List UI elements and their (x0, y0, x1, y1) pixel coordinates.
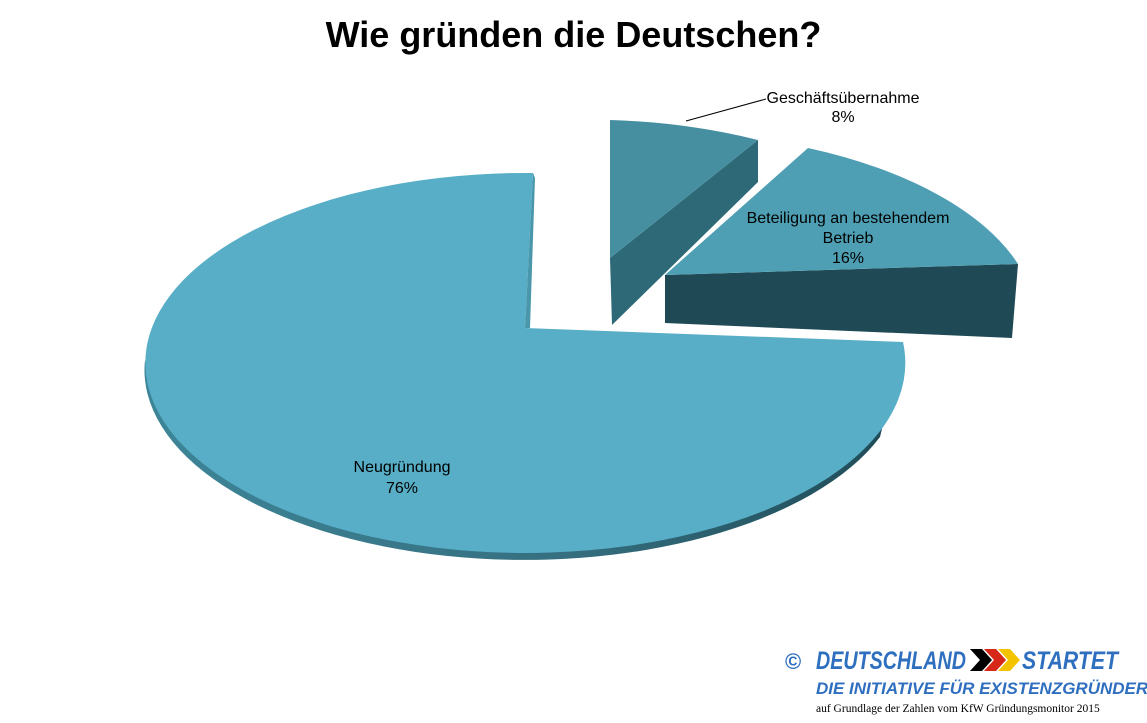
chart-title: Wie gründen die Deutschen? (325, 14, 822, 55)
brand-block: © DEUTSCHLAND STARTET DIE INITIATIVE FÜR… (780, 643, 1147, 723)
label-beteiligung-line-1: Beteiligung an bestehendem (747, 210, 950, 227)
label-geschaeftsuebernahme: Geschäftsübernahme (767, 90, 920, 107)
flag-chevrons-icon (970, 649, 1020, 671)
label-beteiligung-value: 16% (832, 250, 864, 267)
source-note: auf Grundlage der Zahlen vom KfW Gründun… (816, 703, 1100, 715)
slice-neugruendung-top (145, 172, 906, 553)
leader-line-geschaeftsuebernahme (685, 98, 767, 122)
slice-beteiligung-front (665, 264, 1018, 338)
slice-beteiligung (665, 148, 1018, 338)
label-beteiligung-line-2: Betrieb (823, 230, 874, 247)
label-geschaeftsuebernahme-value: 8% (831, 109, 854, 126)
deutschland-startet-logo: DEUTSCHLAND STARTET (816, 647, 1120, 675)
copyright-mark: © (785, 649, 802, 674)
slice-neugruendung (144, 172, 906, 560)
slice-neugruendung-cut (525, 173, 535, 328)
label-neugruendung-value: 76% (386, 480, 418, 497)
slice-geschaeftsuebernahme-top (610, 120, 758, 258)
brand-tagline: DIE INITIATIVE FÜR EXISTENZGRÜNDER. (816, 679, 1147, 698)
slice-geschaeftsuebernahme-side (610, 140, 758, 325)
label-neugruendung: Neugründung (354, 459, 451, 476)
logo-word-startet: STARTET (1022, 647, 1120, 675)
logo-word-deutschland: DEUTSCHLAND (816, 647, 966, 675)
slice-beteiligung-top (665, 148, 1018, 275)
slice-geschaeftsuebernahme (610, 120, 758, 325)
